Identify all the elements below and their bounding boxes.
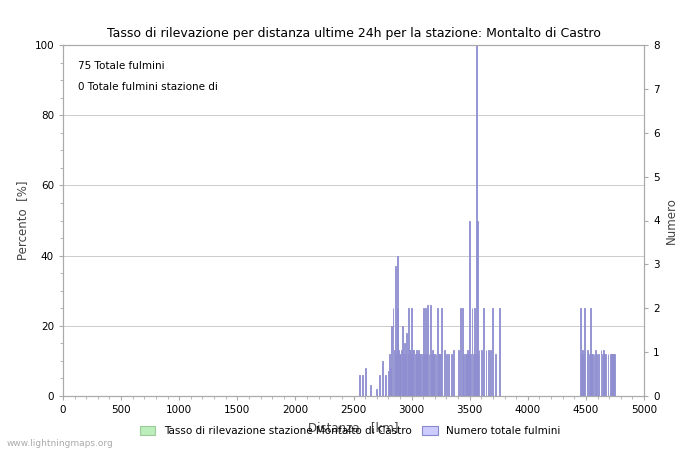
Bar bbox=[490, 351, 491, 396]
Bar bbox=[396, 354, 397, 396]
Bar bbox=[483, 308, 484, 396]
Bar bbox=[411, 354, 412, 396]
Bar bbox=[476, 45, 477, 396]
Bar bbox=[359, 375, 360, 396]
Bar bbox=[391, 326, 392, 396]
Bar bbox=[474, 308, 475, 396]
Bar bbox=[423, 308, 424, 396]
Bar bbox=[439, 354, 440, 396]
Bar bbox=[397, 308, 398, 396]
Bar bbox=[408, 308, 409, 396]
Bar bbox=[469, 220, 470, 396]
Bar bbox=[389, 354, 390, 396]
Bar bbox=[414, 354, 416, 396]
Bar bbox=[398, 354, 399, 396]
Bar bbox=[467, 351, 468, 396]
Bar bbox=[379, 375, 380, 396]
Bar bbox=[451, 354, 452, 396]
Bar bbox=[603, 351, 604, 396]
Bar bbox=[475, 354, 476, 396]
Bar bbox=[611, 354, 612, 396]
Bar bbox=[390, 368, 391, 396]
Bar bbox=[433, 354, 434, 396]
Bar bbox=[419, 354, 420, 396]
Bar bbox=[596, 354, 597, 396]
Bar bbox=[468, 354, 469, 396]
Bar bbox=[460, 308, 461, 396]
Bar bbox=[446, 354, 447, 396]
Bar bbox=[479, 351, 480, 396]
Bar bbox=[404, 343, 405, 396]
Bar bbox=[610, 354, 611, 396]
Bar bbox=[385, 375, 386, 396]
Bar bbox=[431, 354, 432, 396]
Bar bbox=[412, 351, 413, 396]
Bar bbox=[488, 351, 489, 396]
Y-axis label: Percento  [%]: Percento [%] bbox=[16, 181, 29, 260]
Bar bbox=[424, 354, 425, 396]
Bar bbox=[470, 354, 471, 396]
Bar bbox=[602, 354, 603, 396]
Bar bbox=[466, 354, 467, 396]
Bar bbox=[428, 354, 430, 396]
Bar bbox=[403, 354, 404, 396]
Bar bbox=[499, 308, 500, 396]
Bar bbox=[463, 354, 464, 396]
Bar bbox=[425, 308, 426, 396]
Bar bbox=[581, 354, 582, 396]
Bar bbox=[589, 354, 590, 396]
Bar bbox=[393, 351, 395, 396]
Bar bbox=[481, 351, 482, 396]
Bar bbox=[405, 354, 406, 396]
Bar bbox=[382, 361, 383, 396]
Bar bbox=[410, 354, 411, 396]
Bar bbox=[397, 256, 398, 396]
Bar bbox=[398, 351, 399, 396]
Bar bbox=[438, 354, 439, 396]
Bar bbox=[584, 308, 585, 396]
Bar bbox=[598, 354, 599, 396]
Text: 75 Totale fulmini: 75 Totale fulmini bbox=[78, 61, 164, 71]
Bar bbox=[421, 354, 423, 396]
Bar bbox=[440, 354, 441, 396]
Text: 0 Totale fulmini stazione di: 0 Totale fulmini stazione di bbox=[78, 82, 218, 92]
X-axis label: Distanza   [km]: Distanza [km] bbox=[308, 421, 399, 434]
Bar bbox=[462, 308, 463, 396]
Bar bbox=[465, 354, 466, 396]
Bar bbox=[435, 354, 437, 396]
Bar bbox=[362, 375, 363, 396]
Title: Tasso di rilevazione per distanza ultime 24h per la stazione: Montalto di Castro: Tasso di rilevazione per distanza ultime… bbox=[106, 27, 601, 40]
Bar bbox=[453, 351, 454, 396]
Bar bbox=[592, 354, 594, 396]
Bar bbox=[477, 220, 478, 396]
Bar bbox=[441, 308, 442, 396]
Bar bbox=[473, 354, 474, 396]
Bar bbox=[399, 354, 400, 396]
Bar bbox=[437, 308, 438, 396]
Bar bbox=[418, 351, 419, 396]
Bar bbox=[613, 354, 615, 396]
Bar bbox=[411, 308, 412, 396]
Bar bbox=[583, 354, 584, 396]
Bar bbox=[448, 354, 449, 396]
Bar bbox=[400, 351, 402, 396]
Bar bbox=[432, 351, 433, 396]
Bar bbox=[495, 354, 496, 396]
Bar bbox=[370, 386, 372, 396]
Bar bbox=[595, 351, 596, 396]
Y-axis label: Numero: Numero bbox=[665, 197, 678, 244]
Bar bbox=[612, 354, 613, 396]
Text: www.lightningmaps.org: www.lightningmaps.org bbox=[7, 439, 113, 448]
Bar bbox=[590, 308, 591, 396]
Bar bbox=[417, 354, 418, 396]
Bar bbox=[582, 351, 583, 396]
Legend: Tasso di rilevazione stazione Montalto di Castro, Numero totale fulmini: Tasso di rilevazione stazione Montalto d… bbox=[136, 422, 564, 440]
Bar bbox=[604, 354, 605, 396]
Bar bbox=[426, 354, 427, 396]
Bar bbox=[407, 354, 409, 396]
